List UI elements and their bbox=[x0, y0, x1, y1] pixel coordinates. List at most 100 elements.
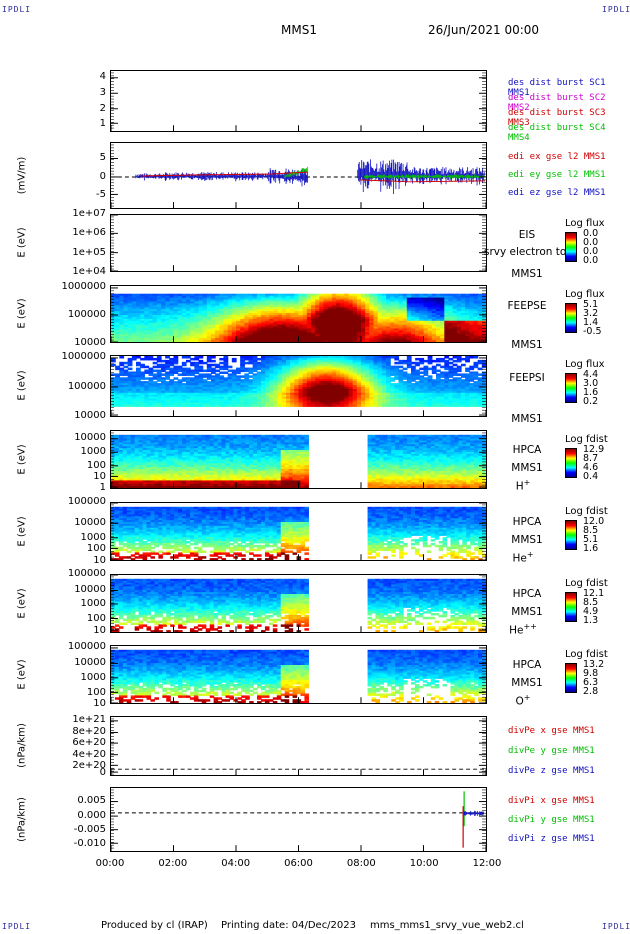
spectrogram-cell bbox=[190, 394, 195, 398]
spectrogram-cell bbox=[265, 363, 270, 367]
spectrogram-cell bbox=[469, 330, 475, 333]
spectrogram-cell bbox=[456, 322, 462, 326]
spectrogram-cell bbox=[406, 332, 412, 335]
spectrogram-cell bbox=[440, 357, 445, 361]
spectrogram-cell bbox=[123, 305, 129, 308]
spectrogram-cell bbox=[206, 356, 212, 359]
spectrogram-cell bbox=[290, 361, 295, 365]
spectrogram-cell bbox=[173, 334, 179, 337]
spectrogram-cell bbox=[286, 295, 291, 299]
spectrogram-cell bbox=[461, 309, 466, 312]
spectrogram-cell bbox=[369, 311, 375, 314]
spectrogram-cell bbox=[365, 305, 370, 308]
spectrogram-cell bbox=[356, 295, 362, 299]
spectrogram-cell bbox=[127, 379, 133, 382]
spectrogram-cell bbox=[190, 369, 195, 373]
spectrogram-cell bbox=[127, 326, 133, 330]
spectrogram-cell bbox=[294, 328, 300, 331]
spectrogram-cell bbox=[402, 332, 408, 335]
spectrogram-cell bbox=[327, 301, 333, 304]
spectrogram-cell bbox=[444, 383, 450, 386]
spectrogram-cell bbox=[298, 340, 304, 342]
spectrogram-cell bbox=[269, 359, 275, 363]
spectrogram-cell bbox=[356, 330, 362, 333]
spectrogram-cell bbox=[415, 369, 420, 373]
spectrogram-cell bbox=[306, 356, 312, 359]
spectrogram-cell bbox=[423, 377, 429, 380]
spectrogram-cell bbox=[361, 318, 366, 322]
spectrogram-cell bbox=[336, 385, 341, 388]
spectrogram-cell bbox=[186, 297, 191, 301]
spectrogram-cell bbox=[436, 314, 441, 318]
spectrogram-cell bbox=[261, 381, 266, 384]
spectrogram-cell bbox=[115, 324, 120, 328]
spectrogram-cell bbox=[456, 318, 462, 322]
spectrogram-cell bbox=[431, 383, 437, 386]
spectrogram-cell bbox=[148, 357, 154, 361]
spectrogram-cell bbox=[415, 311, 420, 314]
spectrogram-cell bbox=[173, 402, 179, 405]
spectrogram-cell bbox=[206, 388, 212, 392]
spectrogram-cell bbox=[315, 328, 320, 331]
spectrogram-cell bbox=[156, 313, 162, 316]
spectrogram-cell bbox=[444, 338, 450, 341]
spectrogram-cell bbox=[148, 373, 154, 376]
spectrogram-cell bbox=[356, 334, 362, 337]
spectrogram-cell bbox=[294, 293, 300, 297]
spectrogram-cell bbox=[148, 322, 154, 326]
spectrogram-cell bbox=[165, 318, 170, 322]
spectrogram-cell bbox=[444, 379, 450, 382]
spectrogram-cell bbox=[436, 383, 441, 386]
spectrogram-cell bbox=[315, 361, 320, 365]
spectrogram-cell bbox=[356, 318, 362, 322]
spectrogram-cell bbox=[302, 390, 308, 394]
spectrogram-cell bbox=[190, 311, 195, 314]
spectrogram-cell bbox=[223, 367, 229, 371]
spectrogram-cell bbox=[248, 379, 254, 382]
spectrogram-cell bbox=[394, 305, 400, 308]
spectrogram-cell bbox=[419, 326, 425, 330]
spectrogram-cell bbox=[319, 367, 325, 371]
spectrogram-cell bbox=[115, 383, 120, 386]
spectrogram-cell bbox=[206, 390, 212, 394]
spectrogram-cell bbox=[419, 328, 425, 331]
spectrogram-cell bbox=[198, 359, 204, 363]
spectrogram-cell bbox=[294, 320, 300, 324]
spectrogram-cell bbox=[273, 320, 279, 324]
spectrogram-cell bbox=[331, 303, 337, 306]
spectrogram-cell bbox=[440, 297, 445, 301]
spectrogram-cell bbox=[194, 398, 200, 402]
spectrogram-cell bbox=[186, 356, 191, 359]
spectrogram-cell bbox=[198, 297, 204, 301]
spectrogram-cell bbox=[177, 293, 183, 297]
spectrogram-cell bbox=[277, 404, 283, 407]
spectrogram-cell bbox=[419, 359, 425, 363]
spectrogram-cell bbox=[298, 318, 304, 322]
spectrogram-cell bbox=[331, 371, 337, 374]
spectrogram-cell bbox=[286, 311, 291, 314]
spectrogram-cell bbox=[356, 316, 362, 320]
spectrogram-cell bbox=[402, 381, 408, 384]
spectrogram-cell bbox=[111, 326, 116, 330]
spectrogram-cell bbox=[386, 356, 391, 359]
spectrogram-cell bbox=[390, 297, 395, 301]
spectrogram-cell bbox=[481, 314, 486, 318]
spectrogram-cell bbox=[277, 390, 283, 394]
spectrogram-cell bbox=[473, 295, 479, 299]
spectrogram-cell bbox=[123, 386, 129, 390]
spectrogram-cell bbox=[431, 396, 437, 400]
spectrogram-cell bbox=[436, 388, 441, 392]
spectrogram-cell bbox=[227, 309, 233, 312]
spectrogram-cell bbox=[427, 309, 433, 312]
spectrogram-cell bbox=[327, 402, 333, 405]
spectrogram-cell bbox=[311, 381, 316, 384]
spectrogram-cell bbox=[186, 383, 191, 386]
spectrogram-cell bbox=[431, 398, 437, 402]
spectrogram-cell bbox=[215, 322, 220, 326]
spectrogram-cell bbox=[452, 400, 458, 404]
spectrogram-cell bbox=[398, 330, 404, 333]
spectrogram-cell bbox=[448, 402, 454, 405]
spectrogram-cell bbox=[223, 365, 229, 369]
spectrogram-cell bbox=[356, 398, 362, 402]
spectrogram-cell bbox=[406, 320, 412, 324]
